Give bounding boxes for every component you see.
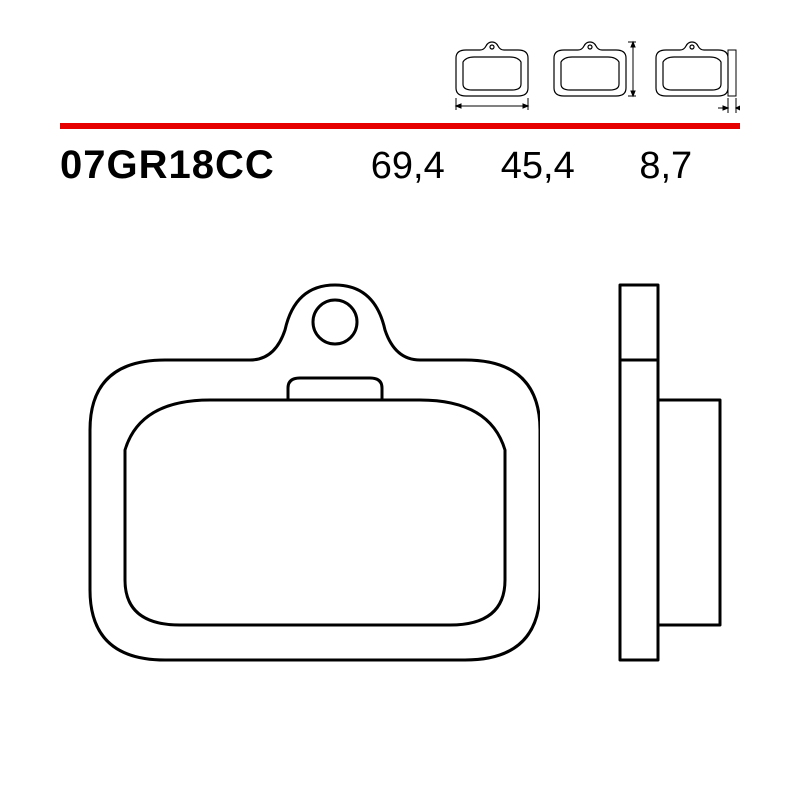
- spec-row: 07GR18CC 69,4 45,4 8,7: [60, 143, 740, 188]
- front-view: [70, 260, 540, 695]
- dimension-thumbnails: [444, 40, 740, 115]
- header-row: [60, 40, 740, 115]
- thumb-height: [546, 40, 638, 115]
- dimension-height: 45,4: [483, 145, 593, 188]
- thumb-thickness: [648, 40, 740, 115]
- technical-drawing: [70, 260, 740, 740]
- part-number: 07GR18CC: [60, 143, 275, 188]
- dimension-thickness: 8,7: [611, 145, 721, 188]
- dimension-width: 69,4: [353, 145, 463, 188]
- thumb-width: [444, 40, 536, 115]
- red-rule: [60, 123, 740, 129]
- side-view: [610, 260, 740, 695]
